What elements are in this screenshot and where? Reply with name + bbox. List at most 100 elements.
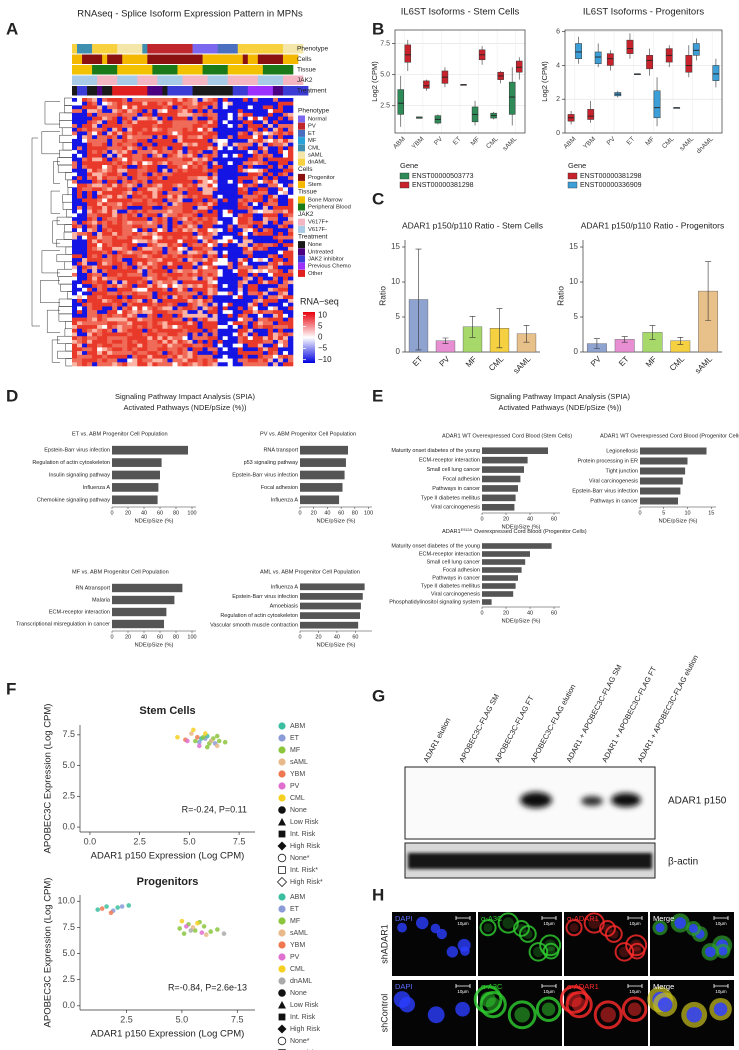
heatmap-cell [227,183,234,188]
heatmap-cell [132,112,138,117]
heatmap-cell [82,124,88,129]
heatmap-cell [112,191,118,196]
heatmap-cell [167,205,173,210]
heatmap-cell [107,205,113,210]
dendrogram-branch [57,350,72,359]
heatmap-cell [107,213,113,218]
heatmap-cell [117,150,123,155]
heatmap-cell [192,306,198,311]
heatmap-cell [262,254,269,259]
heatmap-cell [122,98,128,103]
heatmap-cell [167,116,173,121]
heatmap-cell [77,239,83,244]
heatmap-cell [107,202,113,207]
heatmap-cell [77,272,83,277]
heatmap-cell [262,235,269,240]
heatmap-cell [142,362,148,367]
heatmap-cell [272,317,279,322]
annotation-cell [137,54,143,64]
heatmap-cell [272,302,279,307]
cell [632,946,642,956]
annotation-cell [72,44,78,54]
heatmap-cell [222,291,229,296]
heatmap-cell [102,354,108,359]
heatmap-cell [202,176,208,181]
heatmap-cell [92,358,98,363]
heatmap-cell [252,146,259,151]
heatmap-cell [202,217,208,222]
heatmap-cell [152,109,158,114]
heatmap-cell [282,98,289,103]
heatmap-cell [92,284,98,289]
heatmap-cell [177,157,183,162]
heatmap-cell [72,131,78,136]
heatmap-cell [157,165,163,170]
cell [502,917,514,929]
y-tick-label: 6 [556,29,560,36]
heatmap-cell [87,209,93,214]
heatmap-cell [172,150,178,155]
heatmap-cell [262,116,269,121]
scale-bar [713,984,729,988]
bar [640,447,707,455]
heatmap-cell [277,332,284,337]
heatmap-cell [242,280,249,285]
heatmap-cell [262,250,269,255]
heatmap-cell [127,284,133,289]
heatmap-cell [97,306,103,311]
heatmap-cell [257,157,264,162]
heatmap-cell [107,179,113,184]
heatmap-cell [282,109,289,114]
heatmap-cell [72,317,78,322]
heatmap-cell [167,265,173,270]
heatmap-cell [177,179,183,184]
heatmap-cell [172,191,178,196]
heatmap-cell [242,239,249,244]
heatmap-cell [287,287,294,292]
heatmap-cell [102,362,108,367]
heatmap-cell [167,291,173,296]
heatmap-cell [262,246,269,251]
heatmap-cell [197,127,203,132]
heatmap-cell [202,124,208,129]
heatmap-cell [117,321,123,326]
heatmap-cell [177,351,183,356]
heatmap-cell [217,265,223,270]
heatmap-cell [217,191,223,196]
heatmap-cell [87,299,93,304]
heatmap-cell [267,198,274,203]
heatmap-cell [272,101,279,106]
legend-title: Phenotype [298,108,329,115]
cell [513,920,530,937]
heatmap-cell [102,291,108,296]
heatmap-cell [232,232,239,237]
heatmap-cell [97,187,103,192]
heatmap-cell [172,254,178,259]
heatmap-cell [207,179,213,184]
heatmap-cell [127,354,133,359]
annotation-cell [142,44,148,54]
heatmap-cell [192,339,198,344]
heatmap-cell [117,176,123,181]
heatmap-cell [187,228,193,233]
heatmap-cell [157,291,163,296]
heatmap-cell [277,98,284,103]
heatmap-cell [132,239,138,244]
heatmap-cell [207,343,213,348]
heatmap-cell [162,272,168,277]
heatmap-cell [87,265,93,270]
heatmap-cell [127,101,133,106]
heatmap-cell [262,98,269,103]
heatmap-cell [237,202,244,207]
cell [593,1000,623,1030]
y-tick-label: Protein processing in ER [577,458,638,464]
heatmap-cell [137,161,143,166]
y-axis-label: APOBEC3C Expression (Log CPM) [43,878,54,1028]
heatmap-cell [72,347,78,352]
chart-title: ADAR1 WT Overexpressed Cord Blood (Proge… [600,433,739,439]
heatmap-cell [262,217,269,222]
heatmap-cell [122,198,128,203]
heatmap-cell [252,153,259,158]
bar [300,593,363,600]
heatmap-cell [212,332,218,337]
